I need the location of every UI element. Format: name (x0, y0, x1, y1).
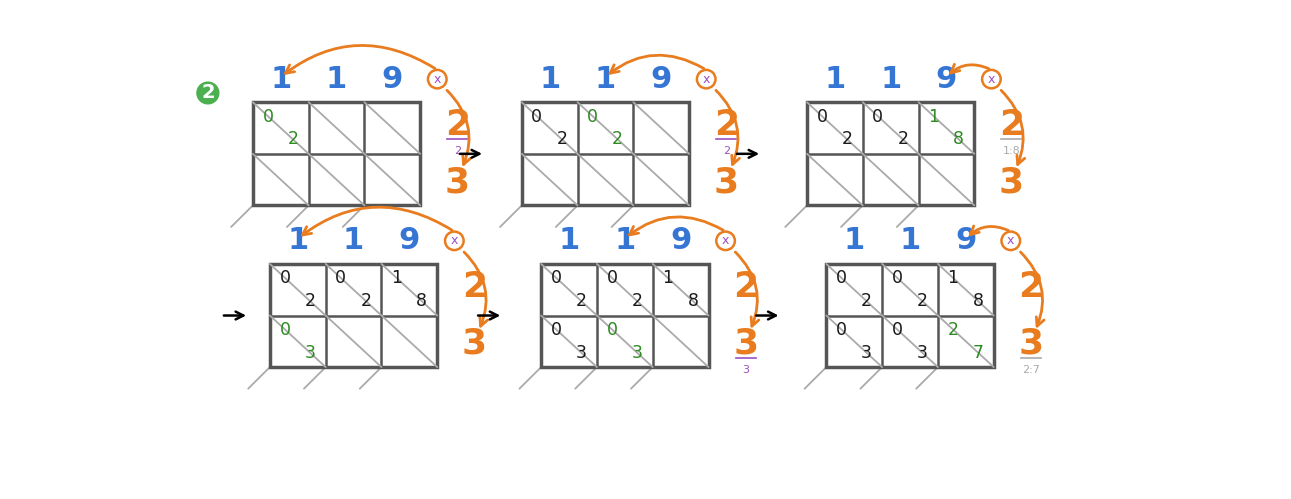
Bar (522, 102, 689, 206)
Text: 0: 0 (262, 108, 274, 126)
Text: 1: 1 (615, 227, 635, 255)
Text: 2: 2 (201, 83, 214, 102)
Text: 3: 3 (999, 165, 1024, 199)
Text: x: x (722, 235, 729, 248)
Bar (270, 264, 438, 367)
Text: 7: 7 (972, 344, 984, 362)
Text: 9: 9 (651, 65, 671, 94)
Text: 3: 3 (861, 344, 871, 362)
Bar (541, 264, 709, 367)
Text: 1: 1 (343, 227, 364, 255)
Text: 0: 0 (892, 321, 902, 339)
Text: 1: 1 (900, 227, 920, 255)
Bar (826, 264, 994, 367)
Text: 1: 1 (662, 269, 674, 287)
Text: 3: 3 (714, 165, 738, 199)
Text: 1: 1 (948, 269, 958, 287)
Text: 2: 2 (917, 292, 928, 310)
Text: 1: 1 (595, 65, 616, 94)
Text: 1: 1 (391, 269, 402, 287)
Text: 3: 3 (742, 365, 749, 375)
Text: 3: 3 (305, 344, 315, 362)
Text: 8: 8 (972, 292, 984, 310)
Text: 3: 3 (733, 327, 758, 361)
Text: 0: 0 (336, 269, 346, 287)
Text: 2: 2 (723, 146, 729, 156)
Text: 2: 2 (454, 146, 461, 156)
Text: 1:8: 1:8 (1003, 146, 1020, 156)
Circle shape (196, 81, 219, 104)
Text: 2: 2 (999, 108, 1024, 142)
Text: 2: 2 (861, 292, 871, 310)
Text: 9: 9 (936, 65, 957, 94)
Text: 2: 2 (360, 292, 372, 310)
Text: 1: 1 (559, 227, 580, 255)
Text: 0: 0 (279, 269, 290, 287)
Text: 2: 2 (714, 108, 738, 142)
Text: x: x (434, 73, 442, 86)
Text: 8: 8 (687, 292, 698, 310)
Text: x: x (1007, 235, 1015, 248)
Text: 0: 0 (551, 269, 562, 287)
Text: 0: 0 (892, 269, 902, 287)
Text: 1: 1 (287, 227, 309, 255)
Text: 1: 1 (880, 65, 901, 94)
Text: 3: 3 (631, 344, 643, 362)
Text: 8: 8 (953, 130, 964, 148)
Text: 3: 3 (576, 344, 587, 362)
Text: 0: 0 (835, 269, 847, 287)
Text: 0: 0 (816, 108, 828, 126)
Text: 2: 2 (576, 292, 587, 310)
Text: 2: 2 (445, 108, 470, 142)
Text: 2: 2 (462, 270, 487, 304)
Text: x: x (988, 73, 995, 86)
Text: 2: 2 (948, 321, 958, 339)
Text: 1: 1 (928, 108, 939, 126)
Text: 1: 1 (843, 227, 865, 255)
Text: 2:7: 2:7 (1022, 365, 1039, 375)
Bar (807, 102, 975, 206)
Text: 2: 2 (305, 292, 315, 310)
Text: 2: 2 (897, 130, 909, 148)
Text: 0: 0 (873, 108, 883, 126)
Text: 0: 0 (551, 321, 562, 339)
Text: 1: 1 (325, 65, 347, 94)
Text: 2: 2 (842, 130, 852, 148)
Text: 2: 2 (556, 130, 568, 148)
Text: 2: 2 (1019, 270, 1043, 304)
Text: 1: 1 (824, 65, 846, 94)
Text: 9: 9 (399, 227, 420, 255)
Text: 3: 3 (917, 344, 928, 362)
Text: 0: 0 (607, 321, 617, 339)
Text: 0: 0 (587, 108, 598, 126)
Text: 9: 9 (670, 227, 691, 255)
Text: 3: 3 (1019, 327, 1043, 361)
Text: 9: 9 (382, 65, 403, 94)
Text: 0: 0 (532, 108, 542, 126)
Text: 0: 0 (607, 269, 617, 287)
Text: 1: 1 (540, 65, 560, 94)
Text: 1: 1 (270, 65, 292, 94)
Text: x: x (702, 73, 710, 86)
Text: 2: 2 (733, 270, 758, 304)
Text: 9: 9 (955, 227, 976, 255)
Bar (253, 102, 421, 206)
Text: 3: 3 (462, 327, 487, 361)
Text: 3: 3 (445, 165, 470, 199)
Text: 2: 2 (631, 292, 643, 310)
Text: 2: 2 (612, 130, 624, 148)
Text: 0: 0 (835, 321, 847, 339)
Text: 2: 2 (288, 130, 298, 148)
Text: 0: 0 (279, 321, 290, 339)
Text: x: x (451, 235, 458, 248)
Text: 8: 8 (416, 292, 427, 310)
